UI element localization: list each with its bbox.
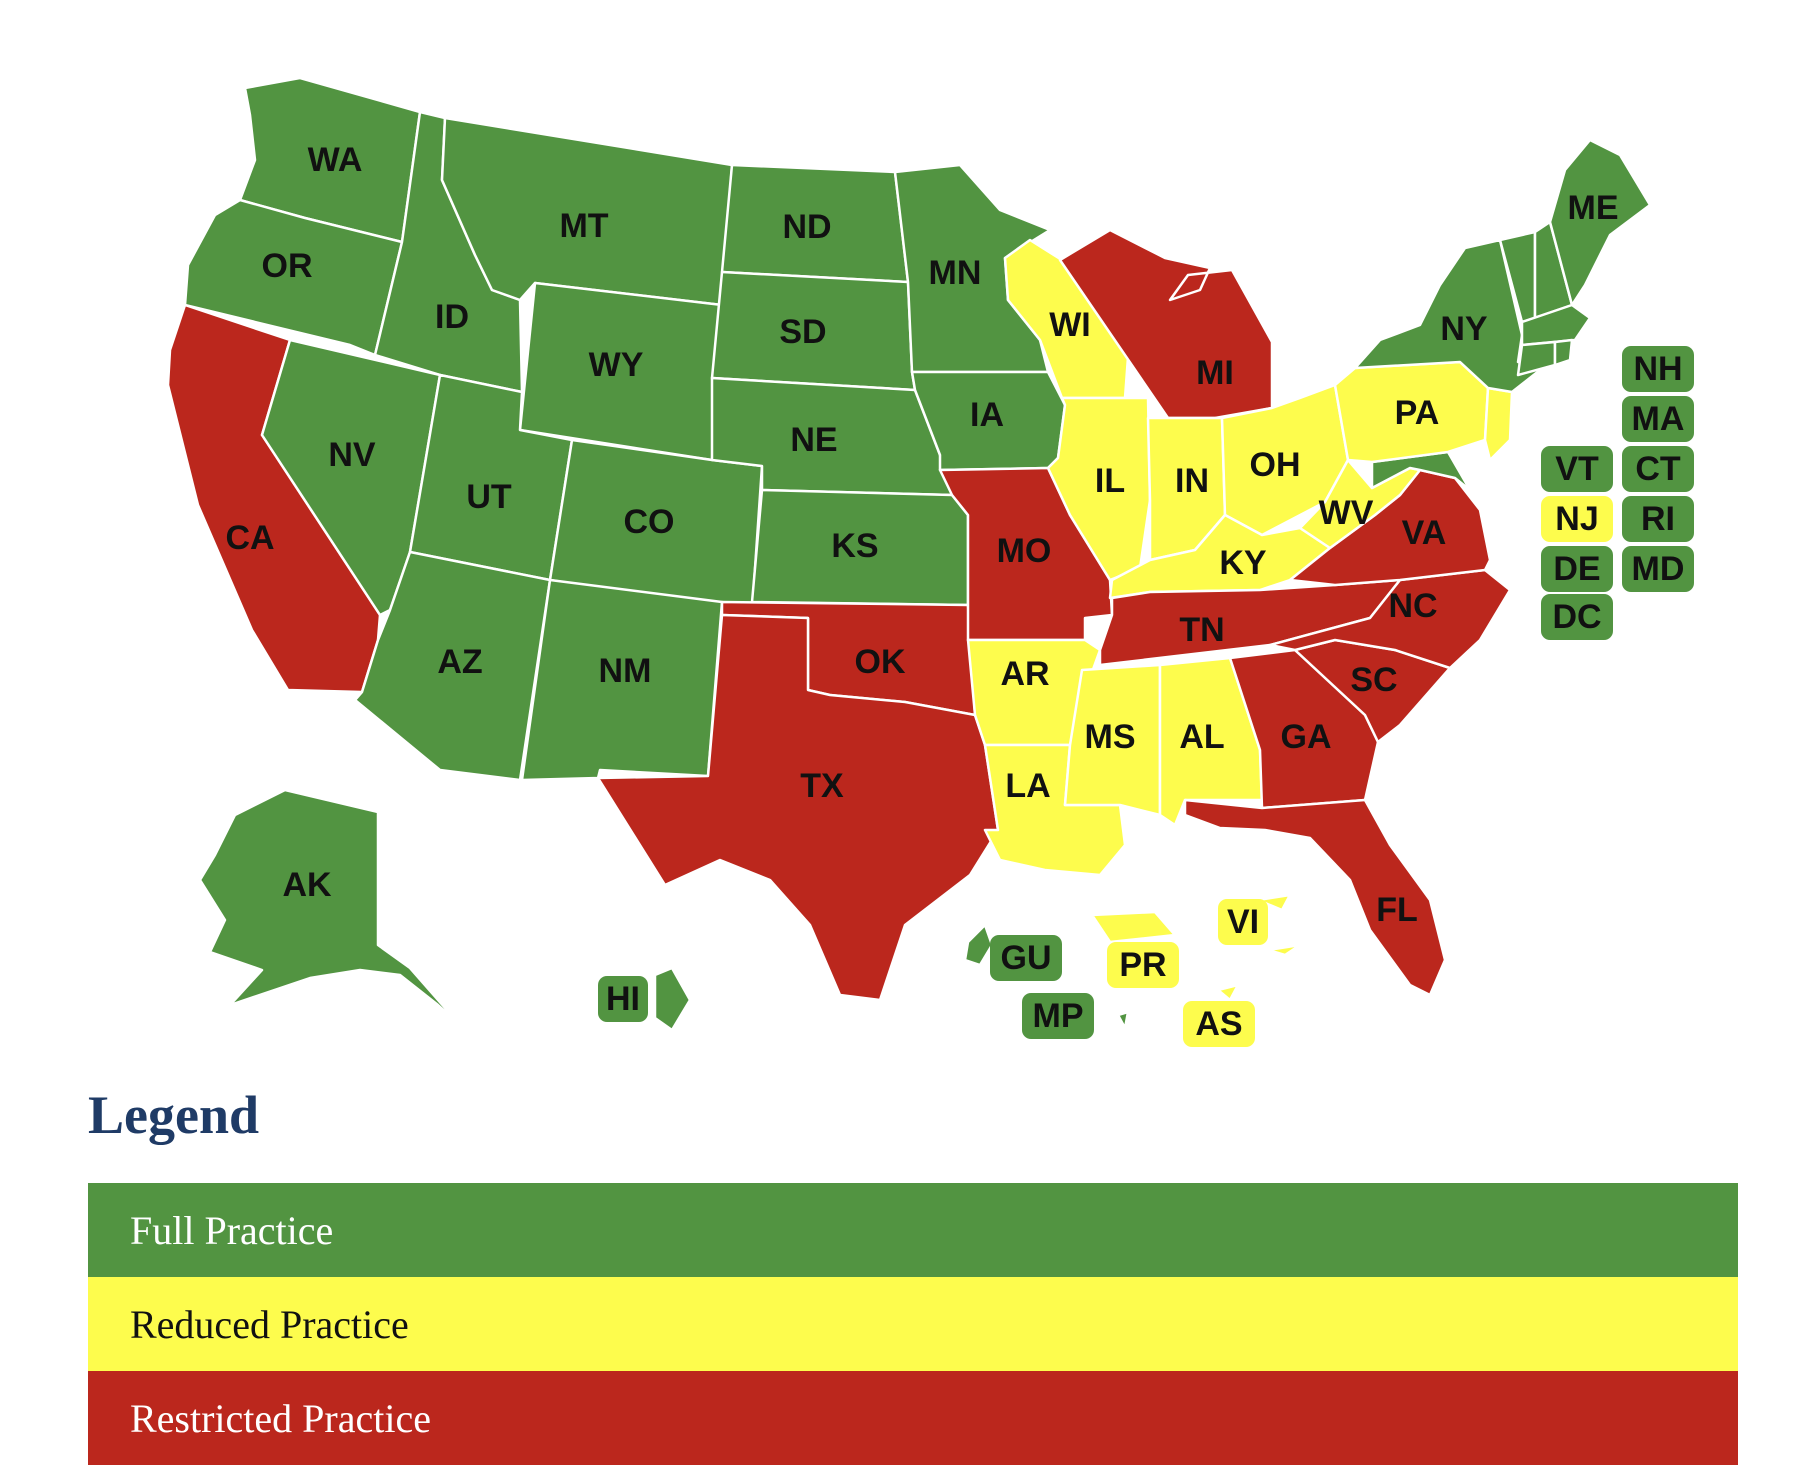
state-label-SD: SD bbox=[779, 313, 826, 351]
island-HI bbox=[653, 966, 692, 1032]
state-label-KY: KY bbox=[1219, 544, 1267, 582]
badge-VT[interactable]: VT bbox=[1541, 446, 1613, 492]
state-label-AL: AL bbox=[1179, 718, 1224, 756]
state-label-MO: MO bbox=[997, 532, 1052, 570]
state-OR[interactable] bbox=[183, 198, 404, 357]
state-label-OK: OK bbox=[855, 643, 906, 681]
state-label-ID: ID bbox=[435, 298, 469, 336]
state-label-AZ: AZ bbox=[437, 643, 482, 681]
state-label-WY: WY bbox=[589, 346, 644, 384]
badge-MA[interactable]: MA bbox=[1622, 396, 1694, 442]
island-PR bbox=[1090, 910, 1177, 944]
state-NC[interactable] bbox=[1268, 568, 1512, 670]
state-label-ND: ND bbox=[782, 208, 831, 246]
state-label-FL: FL bbox=[1376, 891, 1418, 929]
badge-MD[interactable]: MD bbox=[1622, 546, 1694, 592]
state-AK[interactable] bbox=[198, 788, 462, 1027]
legend-reduced-practice: Reduced Practice bbox=[88, 1277, 1738, 1371]
state-label-IN: IN bbox=[1175, 462, 1209, 500]
us-states-map: WA OR CA ID NV MT WY UT AZ CO NM ND SD N… bbox=[166, 76, 1652, 1032]
badge-DE[interactable]: DE bbox=[1541, 546, 1613, 592]
state-label-MT: MT bbox=[559, 207, 608, 245]
state-FL[interactable] bbox=[1183, 798, 1447, 997]
state-label-KS: KS bbox=[831, 527, 878, 565]
state-label-TX: TX bbox=[800, 767, 844, 805]
state-label-MS: MS bbox=[1085, 718, 1136, 756]
state-label-LA: LA bbox=[1005, 767, 1050, 805]
state-NJ-shape[interactable] bbox=[1483, 386, 1514, 462]
badge-DC[interactable]: DC bbox=[1541, 594, 1613, 640]
badge-NJ[interactable]: NJ bbox=[1541, 496, 1613, 542]
state-label-MN: MN bbox=[929, 254, 982, 292]
state-label-NV: NV bbox=[328, 436, 376, 474]
badge-NH[interactable]: NH bbox=[1622, 346, 1694, 392]
island-AS bbox=[1216, 983, 1240, 1002]
state-label-CA: CA bbox=[225, 519, 274, 557]
state-label-PA: PA bbox=[1395, 394, 1440, 432]
legend-restricted-practice: Restricted Practice bbox=[88, 1371, 1738, 1465]
state-label-NY: NY bbox=[1440, 310, 1488, 348]
badge-PR[interactable]: PR bbox=[1107, 942, 1179, 988]
badge-CT[interactable]: CT bbox=[1622, 446, 1694, 492]
state-label-IA: IA bbox=[970, 396, 1004, 434]
state-label-WA: WA bbox=[308, 141, 363, 179]
badge-AS[interactable]: AS bbox=[1183, 1001, 1255, 1047]
badge-GU[interactable]: GU bbox=[990, 935, 1062, 981]
state-label-TN: TN bbox=[1179, 611, 1224, 649]
island-MP bbox=[1116, 1010, 1130, 1030]
state-label-MI: MI bbox=[1196, 354, 1234, 392]
state-MA-shape[interactable] bbox=[1520, 303, 1592, 347]
badge-VI[interactable]: VI bbox=[1218, 899, 1268, 945]
island-GU bbox=[963, 923, 994, 967]
legend-label-reduced: Reduced Practice bbox=[130, 1301, 409, 1347]
state-label-CO: CO bbox=[624, 503, 675, 541]
state-label-GA: GA bbox=[1281, 718, 1332, 756]
state-label-WI: WI bbox=[1049, 306, 1091, 344]
state-RI-shape[interactable] bbox=[1553, 338, 1574, 367]
state-label-VA: VA bbox=[1402, 514, 1447, 552]
state-label-WV: WV bbox=[1319, 494, 1374, 532]
state-label-ME: ME bbox=[1568, 189, 1619, 227]
legend-title: Legend bbox=[88, 1085, 260, 1145]
state-label-OR: OR bbox=[262, 247, 313, 285]
state-label-NM: NM bbox=[599, 652, 652, 690]
state-ME[interactable] bbox=[1548, 138, 1652, 307]
legend-full-practice: Full Practice bbox=[88, 1183, 1738, 1277]
state-label-IL: IL bbox=[1095, 462, 1125, 500]
state-label-AR: AR bbox=[1000, 655, 1049, 693]
state-label-NE: NE bbox=[790, 421, 837, 459]
badge-RI[interactable]: RI bbox=[1622, 496, 1694, 542]
nurse-practice-map: WA OR CA ID NV MT WY UT AZ CO NM ND SD N… bbox=[166, 76, 1694, 1047]
badge-MP[interactable]: MP bbox=[1022, 993, 1094, 1039]
state-label-OH: OH bbox=[1250, 446, 1301, 484]
state-CT-shape[interactable] bbox=[1516, 340, 1557, 377]
state-label-AK: AK bbox=[282, 866, 332, 904]
state-MD-shape[interactable] bbox=[1370, 450, 1472, 492]
legend-label-restricted: Restricted Practice bbox=[130, 1395, 431, 1441]
state-label-SC: SC bbox=[1350, 661, 1397, 699]
badge-HI[interactable]: HI bbox=[598, 976, 648, 1022]
state-label-UT: UT bbox=[466, 478, 512, 516]
legend-label-full: Full Practice bbox=[130, 1207, 334, 1253]
state-label-NC: NC bbox=[1388, 587, 1437, 625]
